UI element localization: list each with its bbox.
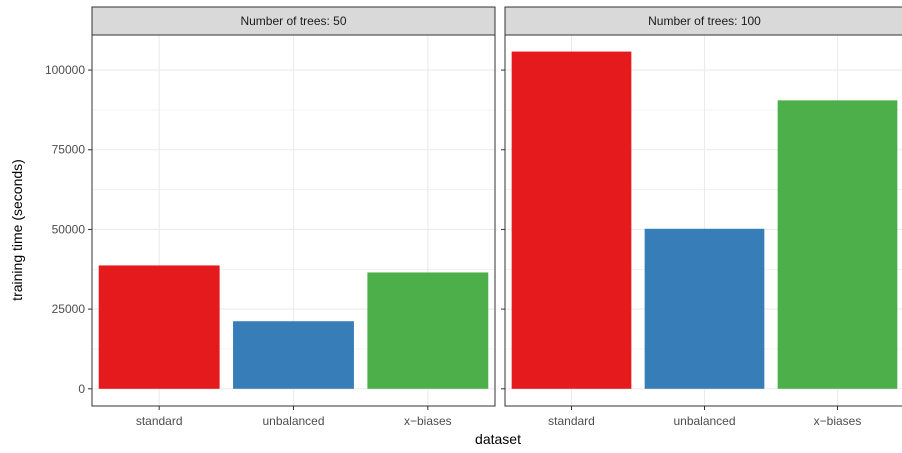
facet-strip [504, 6, 902, 36]
bar-2-2 [644, 228, 765, 389]
y-tick-label: 50000 [52, 222, 86, 236]
y-tick-label: 75000 [52, 143, 86, 157]
bar-1-3 [367, 272, 489, 389]
bar-1-2 [233, 321, 354, 389]
x-axis-title: dataset [475, 431, 521, 447]
x-tick-label: unbalanced [262, 414, 324, 428]
y-axis-title: training time (seconds) [9, 159, 25, 301]
x-tick-label: x−biases [814, 414, 862, 428]
facet-strip-title: Number of trees: 100 [648, 14, 761, 28]
facet-strip-title: Number of trees: 50 [240, 14, 346, 28]
bar-2-1 [511, 51, 632, 389]
x-tick-label: x−biases [404, 414, 452, 428]
panel-1: Number of trees: 50 standard unbalanced x−b… [45, 6, 496, 428]
panel-2: Number of trees: 100 standard unbalanced x−… [501, 6, 902, 428]
facet-strip [91, 6, 496, 36]
x-tick-label: standard [136, 414, 183, 428]
y-tick-label: 0 [78, 382, 85, 396]
y-tick-label: 100000 [45, 63, 85, 77]
panels-layer: Number of trees: 50 standard unbalanced x−b… [45, 6, 902, 428]
x-tick-label: unbalanced [673, 414, 735, 428]
y-tick-label: 25000 [52, 302, 86, 316]
bar-1-1 [98, 265, 220, 389]
x-tick-label: standard [548, 414, 595, 428]
bar-2-3 [777, 100, 898, 389]
